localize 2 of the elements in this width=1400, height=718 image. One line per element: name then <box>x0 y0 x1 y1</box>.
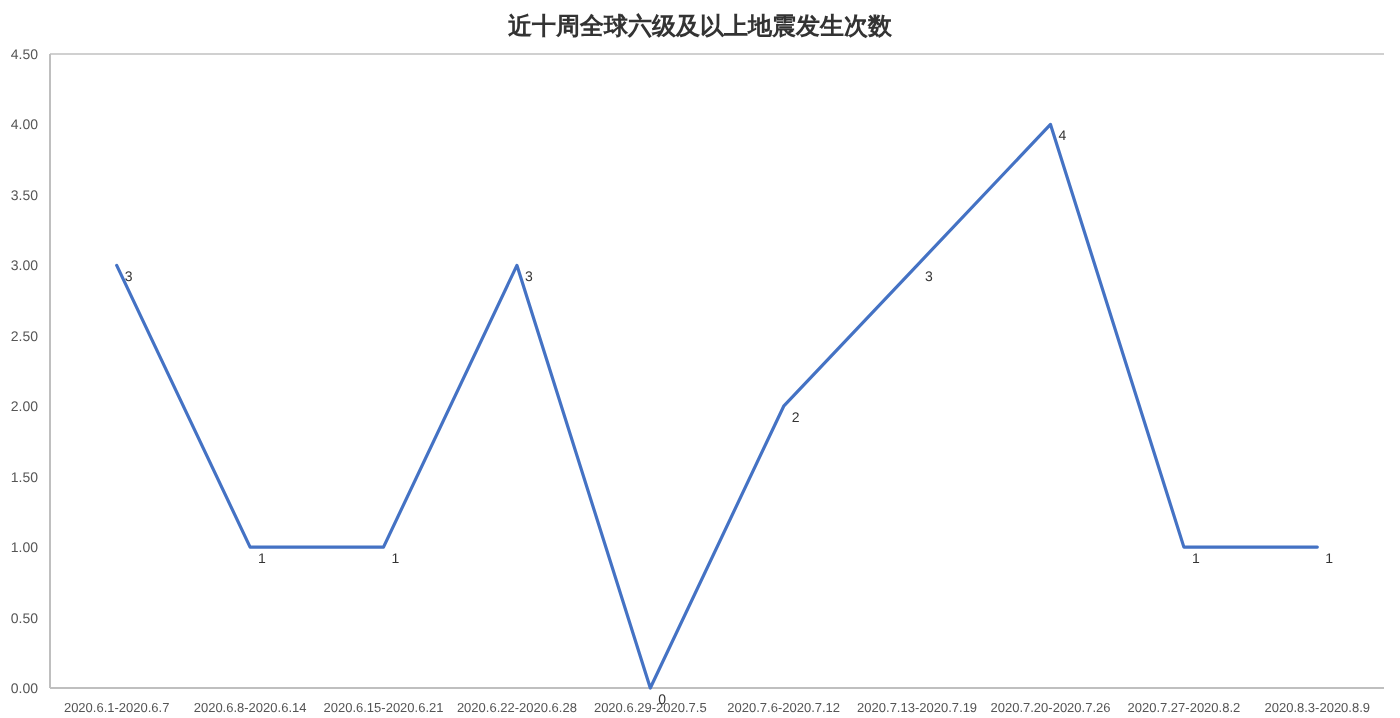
line-series <box>115 122 1319 690</box>
chart-title: 近十周全球六级及以上地震发生次数 <box>506 12 894 40</box>
